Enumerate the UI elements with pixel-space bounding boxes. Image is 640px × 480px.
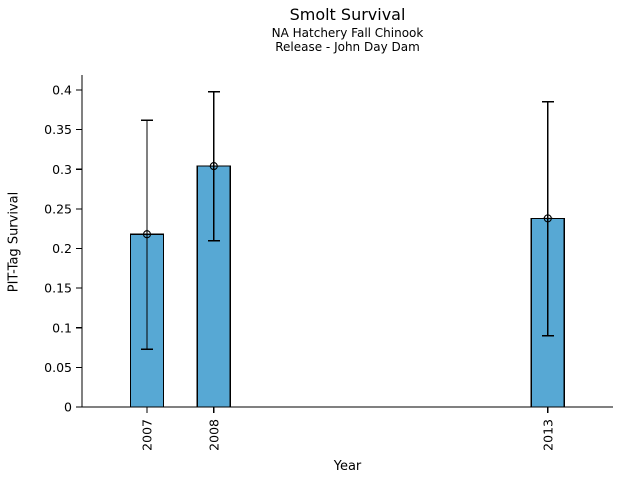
y-axis-label: PIT-Tag Survival bbox=[6, 191, 22, 293]
y-tick-label: 0.2 bbox=[52, 241, 72, 256]
y-tick-label: 0 bbox=[64, 400, 72, 415]
y-tick-label: 0.15 bbox=[44, 281, 72, 296]
y-tick-label: 0.25 bbox=[44, 201, 72, 216]
chart-title: Smolt Survival bbox=[289, 5, 406, 24]
x-tick-label: 2008 bbox=[206, 419, 221, 451]
x-tick-label: 2007 bbox=[140, 419, 155, 451]
x-tick-label: 2013 bbox=[540, 419, 555, 451]
y-tick-label: 0.1 bbox=[52, 320, 72, 335]
y-tick-label: 0.4 bbox=[52, 83, 72, 98]
chart-subtitle-line2: Release - John Day Dam bbox=[275, 40, 420, 54]
y-tick-label: 0.3 bbox=[52, 162, 72, 177]
y-tick-label: 0.35 bbox=[44, 122, 72, 137]
y-tick-label: 0.05 bbox=[44, 360, 72, 375]
chart-subtitle-line1: NA Hatchery Fall Chinook bbox=[271, 26, 424, 40]
x-axis-label: Year bbox=[333, 459, 362, 474]
